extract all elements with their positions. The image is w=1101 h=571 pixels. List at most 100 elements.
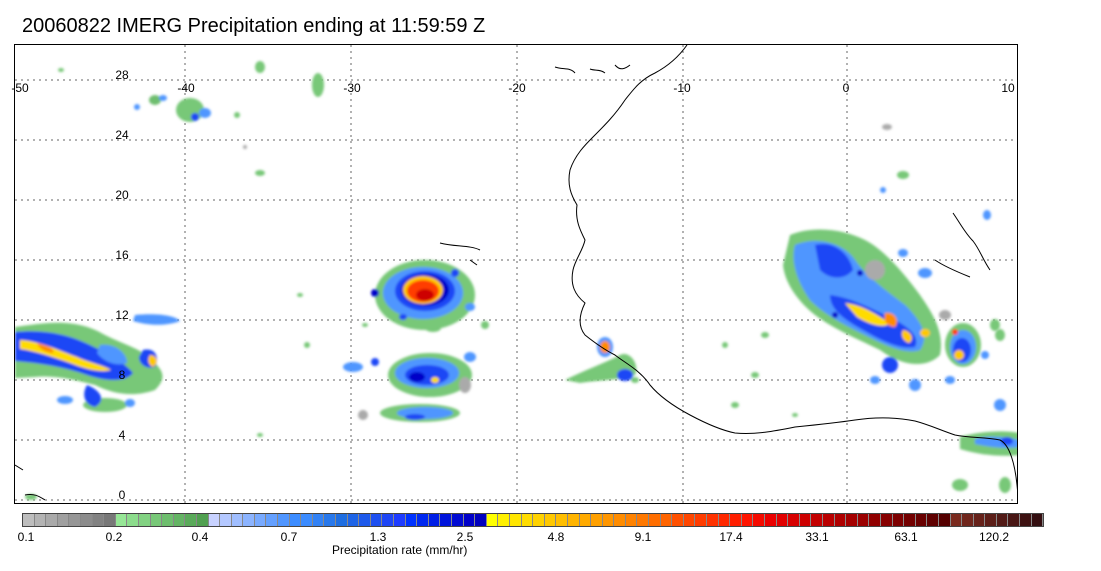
colorbar-swatch-0.4-0.7-5 (266, 514, 279, 526)
colorbar-swatch-0.7-1.3-3 (336, 514, 348, 526)
colorbar-swatch-0.2-0.4-4 (162, 514, 174, 526)
colorbar-tick-2.5: 2.5 (456, 530, 474, 544)
colorbar-swatch-9.1-17.4-4 (718, 514, 731, 526)
colorbar-tick-0.4: 0.4 (191, 530, 209, 544)
lon-label-minus10: -10 (673, 81, 691, 95)
colorbar-swatch-4.8-9.1-4 (625, 514, 638, 526)
colorbar-swatch-4.8-9.1-3 (614, 514, 626, 526)
colorbar-swatch-1.3-2.5-2 (417, 514, 429, 526)
colorbar-swatch-17.4-33.1-4 (811, 514, 823, 526)
lon-label-minus20: -20 (508, 81, 526, 95)
colorbar-swatch-0.4-0.7-0 (208, 514, 221, 526)
colorbar-swatch-0.4-0.7-3 (243, 514, 255, 526)
colorbar-swatch-17.4-33.1-2 (788, 514, 800, 526)
colorbar-swatch-4.8-9.1-5 (637, 514, 650, 526)
colorbar (22, 513, 1045, 527)
colorbar-swatch-1.3-2.5-4 (440, 514, 452, 526)
colorbar-swatch-4.8-9.1-0 (579, 514, 592, 526)
colorbar-swatch-1.3-2.5-7 (475, 514, 487, 526)
colorbar-swatch-2.5-4.8-6 (556, 514, 568, 526)
colorbar-swatch-1.3-2.5-6 (463, 514, 476, 526)
colorbar-swatch-0.1-0.2-6 (92, 514, 105, 526)
colorbar-swatch-0.1-0.2-7 (104, 514, 116, 526)
colorbar-swatch-4.8-9.1-2 (602, 514, 615, 526)
colorbar-tick-120.2: 120.2 (978, 530, 1010, 544)
colorbar-swatch-0.4-0.7-4 (254, 514, 267, 526)
colorbar-swatch-2.5-4.8-0 (486, 514, 499, 526)
colorbar-swatch-9.1-17.4-2 (695, 514, 708, 526)
colorbar-swatch-2.5-4.8-2 (509, 514, 522, 526)
lat-label-0: 0 (118, 488, 126, 502)
colorbar-tick-0.7: 0.7 (280, 530, 298, 544)
colorbar-swatch-4.8-9.1-6 (649, 514, 661, 526)
colorbar-swatch-1.3-2.5-5 (451, 514, 464, 526)
central-atlantic-north (371, 260, 475, 332)
lat-label-12: 12 (115, 308, 129, 322)
colorbar-swatch-0.4-0.7-7 (289, 514, 302, 526)
map-title: 20060822 IMERG Precipitation ending at 1… (22, 15, 486, 37)
colorbar-tick-1.3: 1.3 (369, 530, 387, 544)
colorbar-swatch-9.1-17.4-0 (672, 514, 684, 526)
colorbar-swatch-0.4-0.7-1 (220, 514, 232, 526)
colorbar-swatch-9.1-17.4-5 (730, 514, 742, 526)
colorbar-swatch-0.1-0.2-1 (34, 514, 47, 526)
lon-label-0: 0 (842, 81, 850, 95)
guinea-coast (565, 337, 639, 383)
colorbar-swatch-0.7-1.3-2 (324, 514, 337, 526)
colorbar-swatch-0.2-0.4-2 (138, 514, 151, 526)
central-atlantic-south (343, 352, 476, 422)
west-africa-mcs (783, 229, 951, 391)
colorbar-swatch-33.1-63.1-4 (904, 514, 916, 526)
colorbar-swatch-0.4-0.7-2 (231, 514, 244, 526)
colorbar-swatch-33.1-63.1-5 (915, 514, 928, 526)
colorbar-swatch-0.1-0.2-2 (46, 514, 58, 526)
colorbar-swatch-0.2-0.4-1 (127, 514, 139, 526)
nigeria-cameroon (945, 323, 1017, 493)
colorbar-swatch-17.4-33.1-5 (822, 514, 835, 526)
colorbar-swatch-63.1-120.2-2 (973, 514, 986, 526)
colorbar-label: Precipitation rate (mm/hr) (332, 543, 468, 557)
colorbar-swatch-9.1-17.4-1 (683, 514, 696, 526)
lon-label-minus30: -30 (343, 81, 361, 95)
west-atlantic-band (15, 314, 180, 412)
lat-label-20: 20 (115, 188, 129, 202)
colorbar-swatch-0.7-1.3-6 (370, 514, 383, 526)
colorbar-swatch-0.2-0.4-6 (185, 514, 197, 526)
lon-label-minus50: -50 (11, 81, 29, 95)
lat-label-8: 8 (118, 368, 126, 382)
colorbar-tick-9.1: 9.1 (634, 530, 652, 544)
colorbar-swatch-2.5-4.8-7 (567, 514, 580, 526)
light-rain-specks (25, 61, 1000, 500)
colorbar-swatch-17.4-33.1-6 (834, 514, 847, 526)
colorbar-swatch-9.1-17.4-7 (753, 514, 765, 526)
colorbar-swatch-0.1-0.2-0 (23, 514, 35, 526)
colorbar-swatch-0.7-1.3-0 (301, 514, 313, 526)
colorbar-swatch-0.2-0.4-0 (115, 514, 128, 526)
colorbar-swatch-33.1-63.1-0 (857, 514, 870, 526)
colorbar-swatch-17.4-33.1-1 (776, 514, 789, 526)
colorbar-swatch-63.1-120.2-1 (962, 514, 974, 526)
lon-label-10: 10 (1001, 81, 1015, 95)
colorbar-swatch-0.2-0.4-3 (150, 514, 163, 526)
colorbar-tick-33.1: 33.1 (805, 530, 829, 544)
colorbar-swatch-33.1-63.1-2 (880, 514, 893, 526)
colorbar-swatch-0.2-0.4-5 (173, 514, 186, 526)
colorbar-swatch-33.1-63.1-7 (938, 514, 951, 526)
lat-label-28: 28 (115, 68, 129, 82)
colorbar-swatch-4.8-9.1-7 (660, 514, 673, 526)
precipitation-map (15, 45, 1017, 503)
colorbar-swatch-17.4-33.1-0 (765, 514, 777, 526)
colorbar-swatch-0.1-0.2-4 (69, 514, 81, 526)
colorbar-swatch-17.4-33.1-3 (799, 514, 812, 526)
colorbar-tick-63.1: 63.1 (894, 530, 918, 544)
colorbar-swatch-17.4-33.1-7 (846, 514, 858, 526)
lat-label-24: 24 (115, 128, 129, 142)
colorbar-tick-4.8: 4.8 (547, 530, 565, 544)
colorbar-swatch-33.1-63.1-6 (927, 514, 939, 526)
colorbar-swatch-0.2-0.4-7 (196, 514, 209, 526)
colorbar-swatch-9.1-17.4-6 (741, 514, 754, 526)
colorbar-swatch-0.7-1.3-7 (382, 514, 394, 526)
colorbar-swatch-2.5-4.8-1 (498, 514, 510, 526)
lat-label-16: 16 (115, 248, 129, 262)
colorbar-swatch-0.4-0.7-6 (278, 514, 290, 526)
